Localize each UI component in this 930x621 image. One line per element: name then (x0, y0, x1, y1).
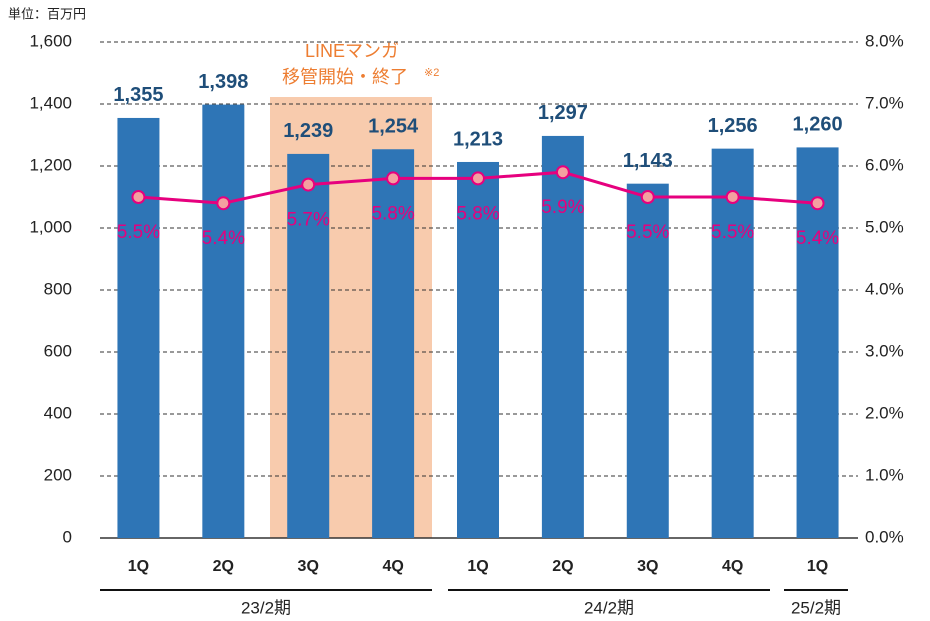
y2-tick-label: 5.0% (865, 217, 904, 236)
bar (541, 135, 584, 538)
annotation: 移管開始・終了 (282, 67, 408, 87)
group-label: 25/2期 (791, 598, 841, 617)
bar (287, 153, 330, 538)
unit-label: 単位：百万円 (8, 6, 86, 21)
bar-value-label: 1,256 (708, 115, 758, 137)
bar-value-label: 1,254 (368, 116, 419, 138)
line-point (810, 196, 825, 211)
y2-tick-label: 4.0% (865, 279, 904, 298)
line-point (471, 171, 485, 186)
line-value-label: 5.8% (456, 203, 499, 224)
y-tick-label: 0 (63, 527, 72, 546)
bar (626, 183, 669, 539)
line-value-label: 5.4% (796, 228, 839, 249)
x-tick-label: 4Q (722, 558, 743, 575)
y-tick-label: 400 (44, 403, 72, 422)
y-tick-label: 200 (44, 465, 72, 484)
bar (372, 149, 415, 538)
annotation: LINEマンガ (305, 41, 399, 61)
line-value-label: 5.5% (711, 222, 754, 243)
x-tick-label: 3Q (298, 558, 319, 575)
line-point (725, 190, 740, 204)
line-value-label: 5.9% (541, 197, 584, 218)
y-tick-label: 1,600 (29, 31, 72, 50)
line-point (131, 190, 146, 204)
line-point (555, 165, 570, 180)
x-tick-label: 2Q (552, 558, 573, 575)
y-tick-label: 1,000 (29, 217, 72, 236)
annotation-note: ※2 (424, 67, 439, 79)
x-tick-label: 1Q (128, 558, 149, 575)
y2-tick-label: 7.0% (865, 93, 904, 112)
y2-tick-label: 2.0% (865, 403, 904, 422)
line-point (216, 196, 231, 211)
bar-value-label: 1,213 (453, 128, 503, 150)
bar (711, 148, 754, 538)
y2-tick-label: 0.0% (865, 527, 904, 546)
line-point (386, 171, 401, 186)
y-tick-label: 1,200 (29, 155, 72, 174)
line-value-label: 5.5% (117, 222, 160, 243)
bar-value-label: 1,297 (538, 102, 588, 124)
y2-tick-label: 3.0% (865, 341, 904, 360)
group-label: 23/2期 (241, 598, 291, 617)
y-tick-label: 1,400 (29, 93, 72, 112)
bar-value-label: 1,143 (623, 150, 673, 172)
bar (202, 104, 245, 539)
line-value-label: 5.4% (202, 228, 245, 249)
bar-value-label: 1,398 (198, 71, 248, 93)
bar-value-label: 1,260 (793, 114, 843, 136)
x-tick-label: 2Q (213, 558, 234, 575)
x-tick-label: 3Q (637, 558, 658, 575)
line-point (640, 190, 655, 204)
bar-value-label: 1,355 (113, 84, 163, 106)
y-tick-label: 600 (44, 341, 72, 360)
line-value-label: 5.7% (287, 210, 330, 231)
x-tick-label: 1Q (467, 558, 488, 575)
group-label: 24/2期 (584, 598, 634, 617)
line-value-label: 5.8% (371, 203, 414, 224)
bar (457, 161, 499, 538)
bar (796, 147, 839, 538)
y2-tick-label: 8.0% (865, 31, 904, 50)
y2-tick-label: 6.0% (865, 155, 904, 174)
y-tick-label: 800 (44, 279, 72, 298)
line-point (301, 177, 316, 192)
x-tick-label: 4Q (382, 558, 403, 575)
bar-value-label: 1,239 (283, 120, 333, 142)
y2-tick-label: 1.0% (865, 465, 904, 484)
line-value-label: 5.5% (626, 222, 669, 243)
x-tick-label: 1Q (807, 558, 828, 575)
bar (117, 117, 160, 538)
